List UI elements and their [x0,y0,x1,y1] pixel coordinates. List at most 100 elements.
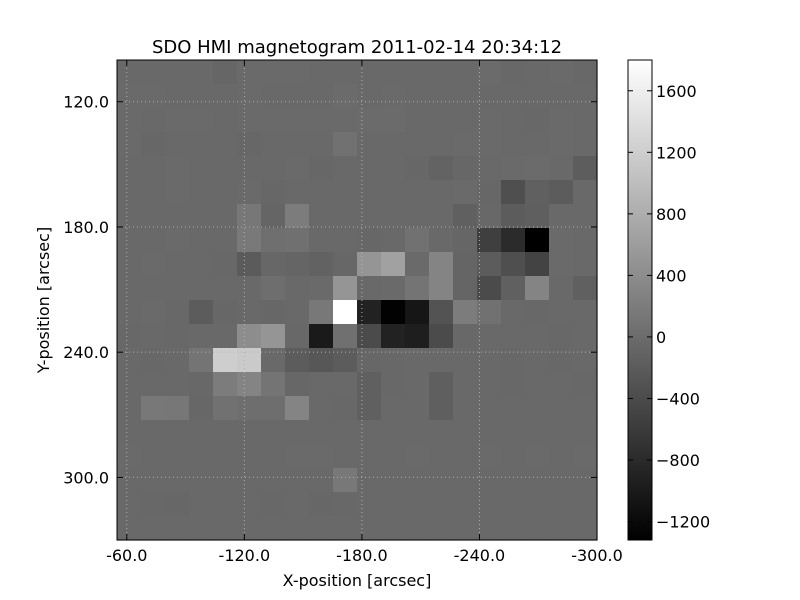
heatmap-cell [477,300,502,325]
heatmap-cell [141,468,166,493]
heatmap-cell [573,300,598,325]
heatmap-cell [189,204,214,229]
heatmap-cell [285,276,310,301]
heatmap-cell [213,108,238,133]
heatmap-cell [381,156,406,181]
heatmap-cell [381,492,406,517]
heatmap-cell [141,252,166,277]
heatmap-cell [381,228,406,253]
heatmap-cell [453,276,478,301]
heatmap-cell [501,324,526,349]
heatmap-cell [381,372,406,397]
heatmap-cell [357,60,382,85]
heatmap-cell [165,204,190,229]
heatmap-cell [429,84,454,109]
heatmap-cell [477,420,502,445]
heatmap-cell [165,108,190,133]
heatmap-cell [549,444,574,469]
heatmap-cell [189,516,214,541]
heatmap-cell [309,300,334,325]
heatmap-cell [237,372,262,397]
heatmap-cell [573,444,598,469]
heatmap-cell [261,276,286,301]
heatmap-cell [381,132,406,157]
y-tick-label: 300.0 [63,468,109,487]
heatmap-cell [405,84,430,109]
heatmap-cell [453,468,478,493]
heatmap-cell [453,420,478,445]
heatmap-cell [309,156,334,181]
heatmap-cell [405,516,430,541]
heatmap-cell [165,324,190,349]
heatmap-cell [429,108,454,133]
plot-frame [116,59,598,541]
heatmap-cell [213,492,238,517]
heatmap-cell [309,444,334,469]
heatmap-cell [237,396,262,421]
heatmap-cell [405,372,430,397]
heatmap-cell [237,228,262,253]
x-tick-label: -300.0 [571,546,623,565]
heatmap-cell [333,84,358,109]
heatmap-cell [333,492,358,517]
heatmap-cell [501,516,526,541]
heatmap-cell [549,276,574,301]
heatmap-cell [573,252,598,277]
heatmap-cell [381,252,406,277]
heatmap-cell [405,252,430,277]
heatmap-cell [237,60,262,85]
heatmap-cell [285,204,310,229]
heatmap-cell [261,60,286,85]
heatmap-cell [261,324,286,349]
heatmap-cell [213,60,238,85]
heatmap-cell [549,84,574,109]
colorbar-tick-label: −1200 [656,513,710,532]
heatmap-cell [213,84,238,109]
heatmap-cell [453,516,478,541]
heatmap-cell [525,300,550,325]
y-axis-ticks: 120.0 180.0 240.0 300.0 [63,93,597,487]
heatmap-cell [117,324,142,349]
heatmap-cell [141,156,166,181]
heatmap-cell [549,516,574,541]
heatmap-cell [405,396,430,421]
heatmap-cell [189,300,214,325]
heatmap-cell [501,300,526,325]
heatmap-cell [501,228,526,253]
heatmap-cell [501,492,526,517]
heatmap-cell [477,396,502,421]
heatmap-cell [549,492,574,517]
heatmap-cell [525,180,550,205]
heatmap-cell [573,156,598,181]
heatmap-cell [357,372,382,397]
heatmap-cell [309,60,334,85]
heatmap-cell [357,84,382,109]
heatmap-cell [453,372,478,397]
heatmap-cell [405,156,430,181]
heatmap-cell [213,468,238,493]
heatmap-cell [405,276,430,301]
heatmap-cell [525,132,550,157]
heatmap-cell [573,468,598,493]
heatmap-cell [405,108,430,133]
y-tick-label: 180.0 [63,218,109,237]
heatmap-cell [165,156,190,181]
heatmap-cell [573,84,598,109]
heatmap-cell [525,396,550,421]
heatmap-cell [549,60,574,85]
heatmap-cell [285,468,310,493]
heatmap-cell [381,204,406,229]
heatmap-cell [549,156,574,181]
heatmap-cell [117,252,142,277]
heatmap-cell [429,132,454,157]
heatmap-cell [357,468,382,493]
heatmap-cell [453,444,478,469]
heatmap-cell [237,204,262,229]
x-tick-label: -60.0 [106,546,147,565]
heatmap-cell [549,300,574,325]
heatmap-cell [405,60,430,85]
heatmap-cell [405,132,430,157]
heatmap-cell [165,492,190,517]
heatmap-cell [525,252,550,277]
heatmap-cell [477,324,502,349]
